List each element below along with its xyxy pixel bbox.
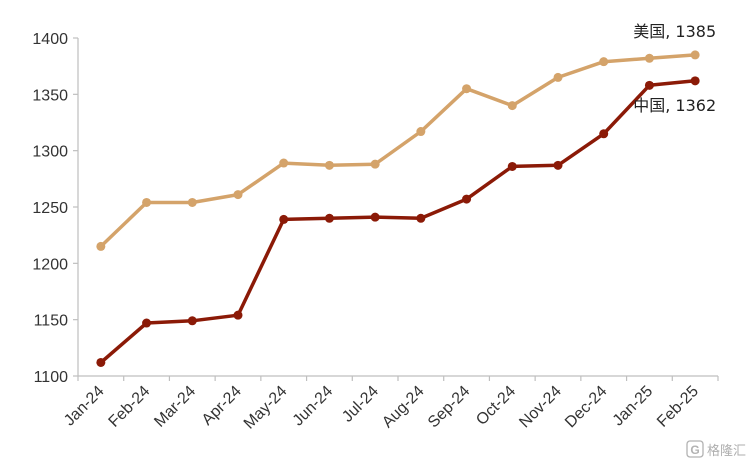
data-point	[553, 160, 563, 170]
y-tick-label: 1400	[32, 31, 68, 48]
series-line	[99, 53, 696, 248]
watermark: G 格隆汇	[686, 440, 746, 459]
data-point	[187, 197, 197, 207]
data-point	[233, 310, 243, 320]
chart-axes	[73, 37, 719, 381]
data-point	[690, 50, 700, 60]
data-point	[553, 72, 563, 82]
series-line	[99, 79, 696, 364]
x-tick-label: Oct-24	[473, 383, 519, 429]
gelonghui-logo-icon: G	[686, 440, 704, 458]
y-tick-label: 1100	[34, 369, 69, 386]
data-point	[233, 190, 243, 200]
data-point	[507, 161, 517, 171]
y-tick-label: 1250	[32, 200, 68, 217]
data-point	[96, 357, 106, 367]
y-tick-label: 1150	[34, 313, 69, 330]
y-axis-tick-labels: 1100 1150 1200 1250 1300 1350 1400	[32, 31, 68, 386]
x-tick-label: Jan-25	[610, 383, 657, 430]
x-tick-label: Aug-24	[379, 383, 428, 432]
y-tick-label: 1300	[32, 144, 68, 161]
data-point	[644, 80, 654, 90]
x-tick-label: Apr-24	[199, 383, 245, 429]
x-tick-label: Sep-24	[425, 383, 474, 432]
x-tick-label: Jan-24	[61, 383, 108, 430]
data-point	[324, 160, 334, 170]
data-point	[370, 212, 380, 222]
data-point	[690, 76, 700, 86]
y-tick-label: 1350	[32, 87, 68, 104]
series-end-label-usa: 美国, 1385	[633, 22, 716, 41]
data-point	[462, 84, 472, 94]
data-point	[416, 127, 426, 137]
data-point	[599, 129, 609, 139]
svg-text:G: G	[690, 443, 699, 457]
data-point	[96, 241, 106, 251]
data-point	[279, 158, 289, 168]
x-tick-label: May-24	[241, 383, 291, 433]
data-point	[644, 53, 654, 63]
series-lines	[96, 50, 700, 367]
series-china	[96, 76, 700, 367]
data-point	[370, 159, 380, 169]
watermark-text: 格隆汇	[707, 443, 746, 459]
data-point	[187, 316, 197, 326]
x-tick-label: Dec-24	[562, 383, 611, 432]
y-tick-label: 1200	[32, 256, 68, 273]
x-tick-label: Jul-24	[339, 383, 382, 426]
x-tick-label: Jun-24	[290, 383, 337, 430]
x-tick-label: Feb-24	[106, 383, 154, 431]
series-usa	[96, 50, 700, 251]
series-end-labels: 美国, 1385 中国, 1362	[633, 22, 716, 115]
data-point	[142, 318, 152, 328]
x-tick-label: Feb-25	[654, 383, 702, 431]
data-point	[507, 101, 517, 111]
data-point	[462, 194, 472, 204]
data-point	[142, 197, 152, 207]
data-point	[416, 213, 426, 223]
data-point	[324, 213, 334, 223]
series-end-label-china: 中国, 1362	[633, 96, 716, 115]
x-tick-label: Nov-24	[516, 383, 565, 432]
x-tick-label: Mar-24	[151, 383, 199, 431]
data-point	[279, 214, 289, 224]
data-point	[599, 57, 609, 67]
